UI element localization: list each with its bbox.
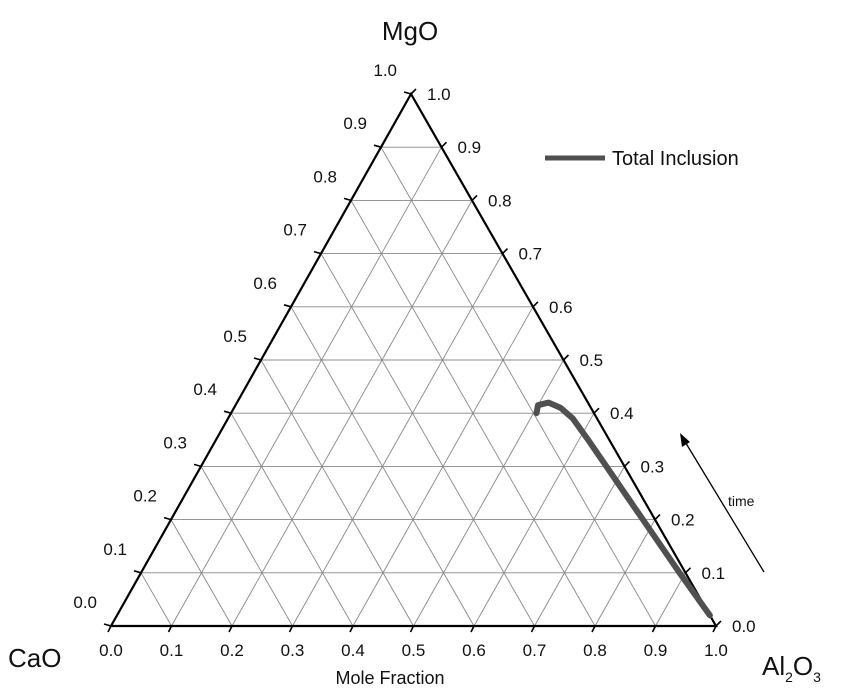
grid-line-al2o3 [655,572,686,627]
tick-right [562,354,570,361]
tick-label-left: 0.9 [343,114,367,133]
tick-label-bottom: 1.0 [704,641,728,660]
tick-label-bottom: 0.2 [220,641,244,660]
legend-label: Total Inclusion [612,148,739,170]
tick-right [440,141,448,148]
grid-line-cao [170,519,233,627]
tick-right [410,88,417,95]
tick-label-left: 0.4 [193,380,217,399]
tick-label-right: 0.1 [702,564,726,583]
tick-bottom [167,625,173,633]
tick-label-bottom: 0.1 [160,641,184,660]
tick-right [654,514,661,521]
tick-label-left: 0.8 [313,167,337,186]
tick-label-left: 0.6 [253,274,277,293]
tick-label-left: 0.7 [283,221,307,240]
grid-line-cao [140,572,172,627]
tick-left [403,91,412,95]
tick-label-left: 0.1 [103,540,127,559]
tick-bottom [470,625,475,633]
tick-label-right: 0.0 [732,617,756,636]
tick-bottom [591,625,596,633]
tick-bottom [712,625,717,633]
grid-line-cao [320,253,535,627]
time-arrowhead [680,433,690,447]
tick-label-right: 0.9 [458,138,482,157]
tick-label-bottom: 0.4 [341,641,365,660]
tick-label-bottom: 0.8 [583,641,607,660]
time-arrow-line [683,439,765,573]
grid-line-cao [260,359,414,627]
tick-left [133,570,142,574]
tick-label-bottom: 0.0 [99,641,123,660]
tick-label-left: 0.0 [73,593,97,612]
tick-label-right: 0.2 [671,511,695,530]
grid-line-al2o3 [473,412,595,627]
tick-label-right: 0.5 [580,351,604,370]
vertex-label-cao: CaO [8,643,61,673]
tick-bottom [409,625,415,633]
grid-line-cao [230,412,354,627]
tick-right [623,460,631,467]
tick-bottom [530,625,536,633]
grid-line-al2o3 [413,359,564,627]
tick-right [715,620,722,627]
tick-bottom [349,625,354,633]
tick-label-right: 0.7 [519,245,543,264]
grid-lines [140,146,686,627]
tick-right [471,194,478,201]
tick-left [313,250,322,255]
tick-bottom [288,625,294,633]
tick-label-right: 0.3 [641,457,665,476]
tick-left [373,144,382,148]
tick-right [593,407,600,414]
axis-title: Mole Fraction [335,668,444,688]
tick-bottom [228,625,233,633]
tick-left [163,516,172,521]
legend: Total Inclusion [545,148,739,170]
tick-label-left: 0.2 [133,487,157,506]
tick-left [103,623,112,627]
series-line-total-inclusion [533,399,713,619]
tick-label-bottom: 0.6 [462,641,486,660]
grid-line-al2o3 [594,519,656,627]
tick-label-right: 0.8 [488,191,512,210]
tick-bottom [107,625,112,633]
tick-label-left: 0.3 [163,433,187,452]
tick-marks [103,88,722,633]
time-label: time [728,493,755,509]
vertex-label-mgo: MgO [382,16,438,46]
tick-label-left: 1.0 [373,61,397,80]
tick-right [532,301,539,308]
tick-left [343,197,352,202]
tick-right [501,248,509,255]
grid-line-al2o3 [292,253,503,627]
tick-label-left: 0.5 [223,327,247,346]
tick-labels: 0.00.01.00.10.10.90.20.20.80.30.30.70.40… [73,61,755,660]
vertex-label-al2o3: Al2O3 [762,651,821,685]
tick-label-right: 0.6 [549,298,573,317]
tick-label-bottom: 0.9 [644,641,668,660]
tick-left [193,463,202,468]
tick-label-bottom: 0.5 [402,641,426,660]
time-arrow: time [680,433,765,573]
grid-line-al2o3 [534,466,625,627]
grid-line-al2o3 [171,146,442,627]
tick-right [684,567,692,574]
tick-label-bottom: 0.3 [281,641,305,660]
tick-label-right: 0.4 [610,404,634,423]
tick-left [283,304,292,308]
grid-line-cao [380,146,656,627]
tick-bottom [651,625,657,633]
grid-line-cao [200,466,293,627]
tick-label-right: 1.0 [427,85,451,104]
tick-left [223,410,232,414]
tick-label-bottom: 0.7 [523,641,547,660]
tick-left [253,357,262,361]
